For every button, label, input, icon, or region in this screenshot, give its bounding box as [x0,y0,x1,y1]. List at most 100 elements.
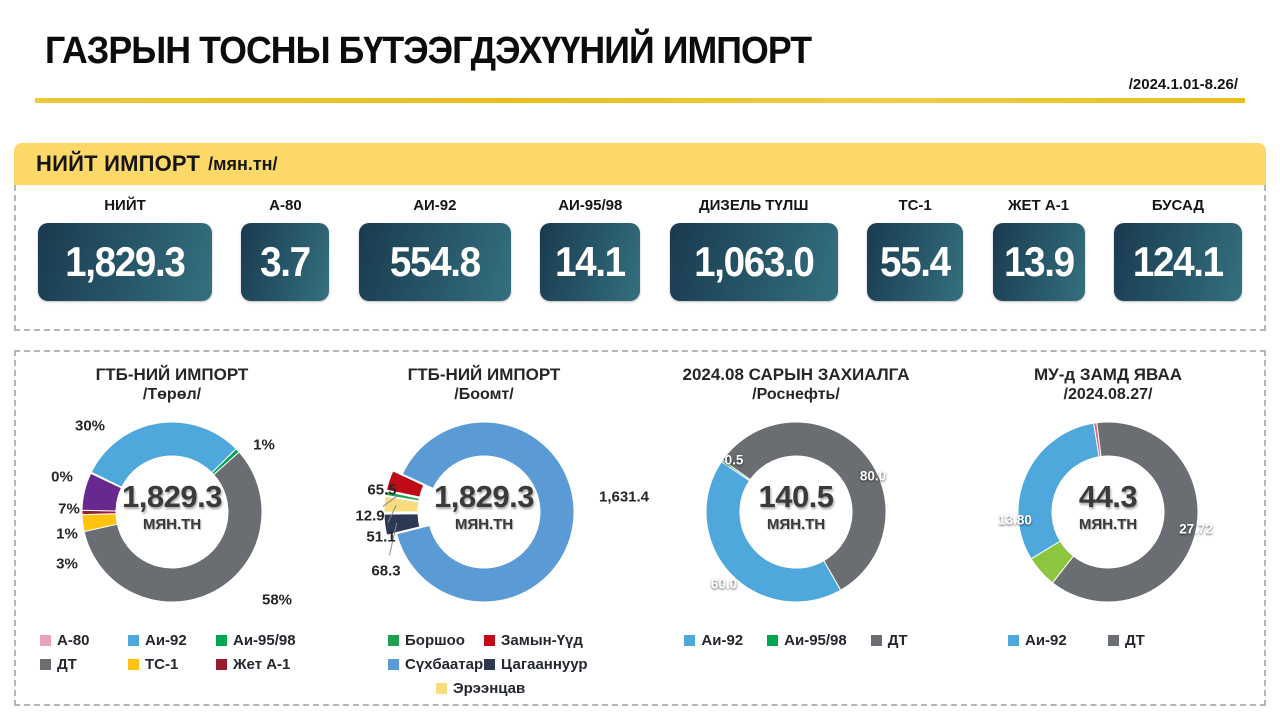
stat-card-value: 1,063.0 [694,238,815,285]
donut-segment-ДТ [721,421,887,592]
donut-label-Цагааннуур: 68.3 [371,562,401,580]
stat-card-value-box: 13.9 [992,223,1085,301]
legend-swatch [870,635,882,647]
legend-label: А-80 [57,632,90,650]
donut-label-Аи-95/98: 0.5 [724,452,744,468]
legend-swatch [128,635,139,647]
donut-svg [1017,421,1199,603]
header-gold-rule [35,98,1245,103]
legend-swatch [40,659,51,671]
chart-legend: Аи-92 Аи-95/98 ДТ [654,632,938,649]
stat-card-label: НИЙТ [104,197,146,214]
legend-item-ДТ: ДТ [1108,632,1208,649]
stat-card-value: 3.7 [260,238,312,285]
legend-swatch [388,659,399,671]
charts-section: ГТБ-НИЙ ИМПОРТ/Төрөл/0% 30% 1% 58% 3% 1% 7% 1,8… [14,350,1266,706]
donut-label-ДТ: 58% [261,591,293,609]
legend-label: ДТ [887,632,908,650]
legend-label: Замын-Үүд [501,632,583,650]
stat-card-label: ДИЗЕЛЬ ТҮЛШ [698,197,809,214]
stat-card-value: 554.8 [389,238,481,285]
donut-svg [705,421,887,603]
donut-segment-Бусад [81,473,123,512]
legend-item-Боршоо: Боршоо [388,632,484,649]
legend-label: Аи-92 [145,632,187,650]
stat-card-value-box: 14.1 [540,223,641,301]
chart-legend: А-80 Аи-92 Аи-95/98 ДТ ТС-1 Жет А-1 [30,632,314,673]
stat-card: БУСАД 124.1 [1113,197,1242,329]
donut-canvas: 0% 30% 1% 58% 3% 1% 7% 1,829.3 МЯН.ТН [22,408,322,624]
legend-swatch [216,659,227,671]
legend-item-Эрээнцав: Эрээнцав [436,680,532,697]
totals-section: НИЙТ ИМПОРТ /мян.тн/ НИЙТ 1,829.3 А-80 3.7 А… [14,143,1266,331]
donut-label-ДТ: 80.0 [859,468,887,484]
stat-card-value: 124.1 [1133,238,1224,285]
totals-banner-unit: /мян.тн/ [208,153,278,174]
stat-card-label: АИ-92 [413,197,457,214]
stat-card-value: 14.1 [555,238,626,285]
stat-card-value: 13.9 [1003,238,1075,285]
label-leader-line [382,495,398,508]
chart-subtitle: /Роснефть/ [752,386,840,404]
chart-legend: Аи-92 ДТ [966,632,1250,649]
donut-svg [81,421,263,603]
donut-label-Аи-92: 30% [74,417,106,435]
donut-label-Сүхбаатар: 1,631.4 [598,488,650,506]
legend-label: ДТ [57,656,77,674]
legend-item-Аи-92: Аи-92 [128,632,216,649]
legend-label: Аи-92 [701,632,744,650]
stat-card: А-80 3.7 [241,197,330,329]
legend-item-Замын-Үүд: Замын-Үүд [484,632,583,650]
stat-card-value: 55.4 [880,238,951,285]
donut-label-Аи-92: 13.80 [998,512,1032,528]
stat-card-label: АИ-95/98 [558,197,623,214]
donut-label-Боршоо: 12.9 [355,507,385,525]
stat-card-label: ТС-1 [898,197,932,214]
chart-subtitle: /Төрөл/ [142,386,202,404]
page-title: ГАЗРЫН ТОСНЫ БҮТЭЭГДЭХҮҮНИЙ ИМПОРТ [45,30,812,72]
totals-banner: НИЙТ ИМПОРТ /мян.тн/ [14,143,1266,185]
chart-title: 2024.08 САРЫН ЗАХИАЛГА [682,365,910,384]
totals-cards-box: НИЙТ 1,829.3 А-80 3.7 АИ-92 554.8 АИ-95/98 14.1… [14,185,1266,331]
stat-card: ЖЕТ А-1 13.9 [992,197,1085,329]
stat-card: АИ-92 554.8 [358,197,511,329]
donut-segment-Аи-92 [705,461,842,603]
totals-banner-title: НИЙТ ИМПОРТ [36,151,201,176]
chart-subtitle: /Боомт/ [454,386,514,404]
legend-swatch [436,683,447,695]
label-leader-line [389,523,398,556]
donut-segment-Эрээнцав [383,496,420,514]
legend-label: ТС-1 [145,656,179,674]
legend-item-ДТ: ДТ [40,656,128,673]
donut-segment-Цагааннуур [383,513,421,537]
chart-1: ГТБ-НИЙ ИМПОРТ/Төрөл/0% 30% 1% 58% 3% 1% 7% 1,8… [16,352,328,704]
donut-segment-ДТ [83,451,263,603]
stat-card: АИ-95/98 14.1 [540,197,641,329]
stat-card-label: ЖЕТ А-1 [1008,197,1070,214]
donut-label-ДТ: 27.72 [1179,521,1213,537]
legend-swatch [767,635,779,647]
donut-label-Замын-Үүд: 65.5 [367,481,397,499]
legend-label: Эрээнцав [453,680,526,698]
legend-swatch [484,659,495,671]
donut-canvas: 0.5 80.0 60.0 140.5 МЯН.ТН [646,408,946,624]
legend-item-Жет А-1: Жет А-1 [216,656,304,673]
legend-label: Цагааннуур [501,656,588,674]
legend-swatch [484,635,495,647]
donut-label-ТС-1: 3% [56,555,78,573]
legend-swatch [1108,635,1119,647]
legend-item-Сүхбаатар: Сүхбаатар [388,656,484,673]
legend-swatch [1008,635,1019,647]
legend-swatch [216,635,227,647]
legend-label: Боршоо [405,632,465,650]
donut-label-Аи-92: 60.0 [710,576,738,592]
stat-card: НИЙТ 1,829.3 [38,197,212,329]
stat-card: ТС-1 55.4 [867,197,964,329]
report-period: /2024.1.01-8.26/ [1128,76,1238,93]
legend-item-Аи-95/98: Аи-95/98 [767,632,847,649]
legend-label: Аи-95/98 [784,632,847,650]
donut-label-Эрээнцав: 51.1 [366,528,396,546]
legend-label: Аи-95/98 [233,632,296,650]
stat-card-value-box: 3.7 [241,223,330,301]
legend-label: Сүхбаатар [405,656,484,674]
